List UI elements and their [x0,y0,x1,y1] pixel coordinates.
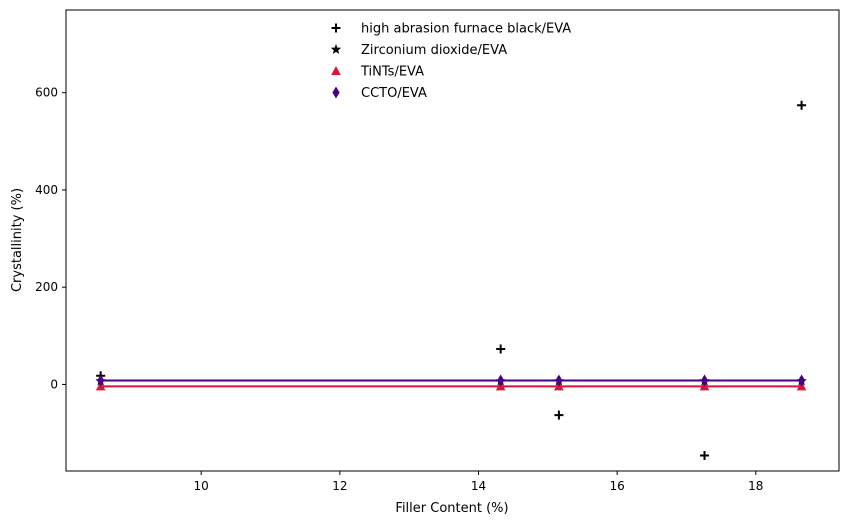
y-tick-label: 600 [35,86,58,100]
data-point [797,374,806,387]
data-point [555,374,563,387]
data-point [797,100,807,110]
legend-label: high abrasion furnace black/EVA [361,22,571,37]
x-tick-label: 14 [471,479,486,493]
legend-marker [330,44,342,54]
data-point [97,374,105,387]
axes-layer: 10 12 14 16 18 0 200 400 600 [35,86,763,493]
x-tick-label: 18 [748,479,763,493]
series-0 [96,100,807,460]
legend-marker [331,23,341,33]
data-point [497,374,505,387]
series-3 [97,374,806,387]
y-tick-label: 0 [50,377,58,391]
data-point [700,450,710,460]
legend-marker [332,86,340,99]
x-axis-label: Filler Content (%) [395,501,508,516]
plot-area [65,9,840,472]
data-point [700,374,709,387]
y-tick-label: 200 [35,280,58,294]
data-point [496,344,506,354]
x-tick-label: 16 [610,479,625,493]
y-axis-label: Crystallinity (%) [10,188,25,292]
legend: high abrasion furnace black/EVA Zirconium… [330,22,571,101]
y-tick-label: 400 [35,183,58,197]
legend-label: CCTO/EVA [361,86,427,101]
legend-label: Zirconium dioxide/EVA [361,43,507,58]
x-tick-label: 10 [194,479,209,493]
x-tick-label: 12 [332,479,347,493]
series-layer [95,100,807,460]
legend-label: TiNTs/EVA [360,65,424,80]
legend-marker [331,66,341,75]
data-point [554,410,564,420]
